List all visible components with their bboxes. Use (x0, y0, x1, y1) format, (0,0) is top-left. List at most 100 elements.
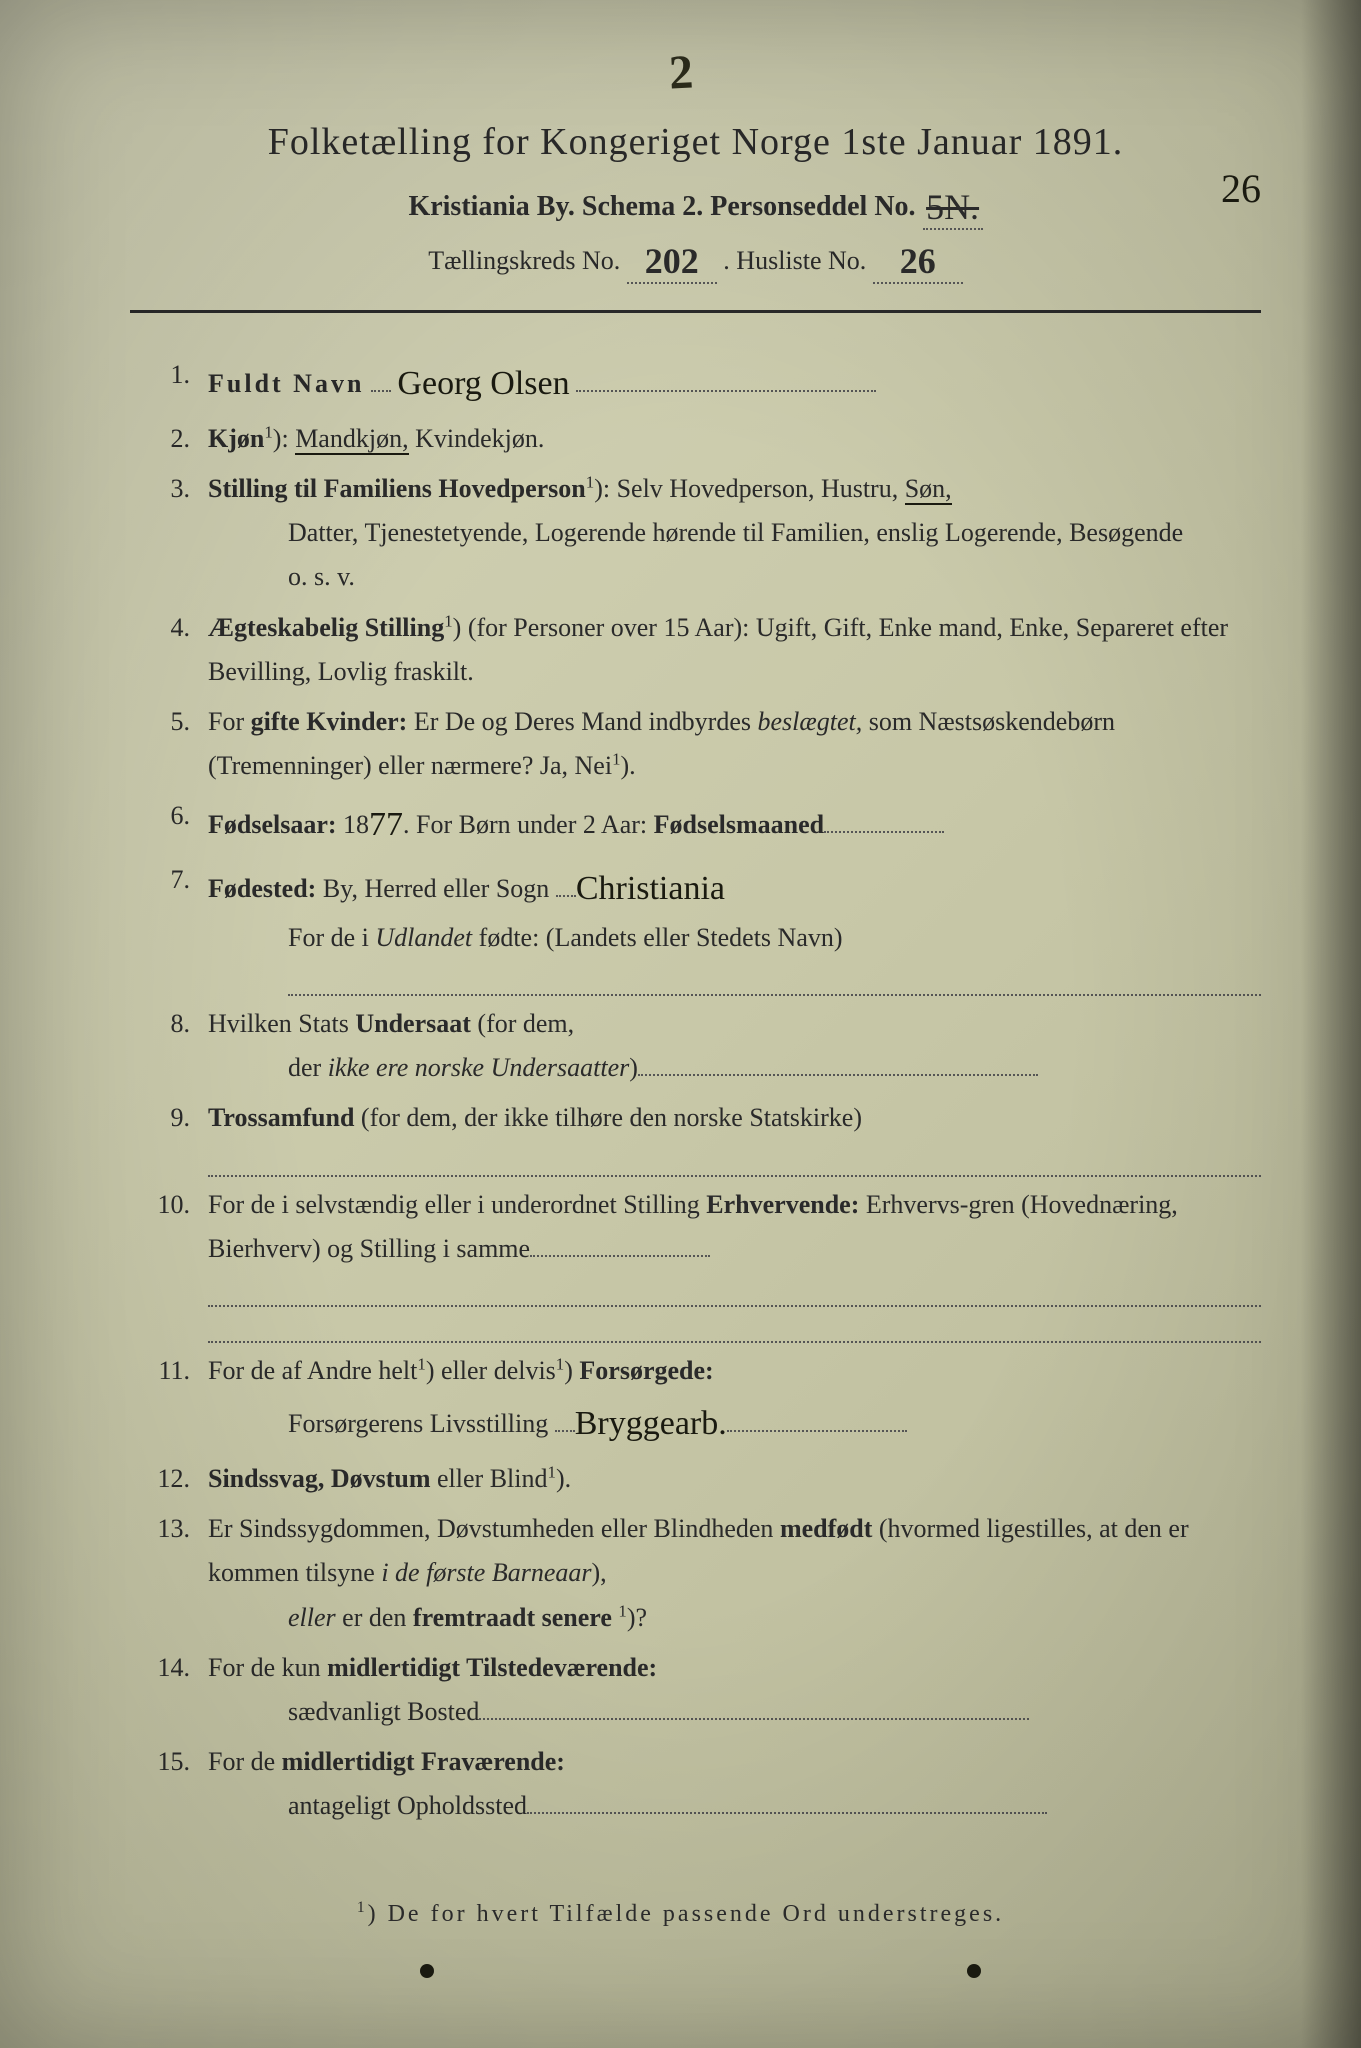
dotted-line (208, 1279, 1261, 1307)
line3b: . Husliste No. (723, 246, 866, 275)
text: For de kun (208, 1653, 327, 1682)
entry-10: 10. For de i selvstændig eller i underor… (130, 1183, 1261, 1343)
entry-num: 7. (130, 858, 208, 996)
text: Er De og Deres Mand indbyrdes (407, 707, 757, 736)
text: ). (556, 1464, 571, 1493)
text: der (288, 1053, 328, 1082)
line3a: Tællingskreds No. (428, 246, 620, 275)
top-handwritten-mark: 2 (667, 44, 694, 100)
text: ) eller delvis (426, 1356, 556, 1385)
text: er den (336, 1603, 413, 1632)
sup: 1 (586, 472, 594, 491)
opt-son: Søn, (905, 474, 952, 505)
birthplace: Christiania (576, 860, 725, 918)
bold: Undersaat (355, 1009, 471, 1038)
label: gifte Kvinder: (251, 707, 408, 736)
text: ) (629, 1053, 638, 1082)
label2: Fødselsmaaned (654, 810, 824, 839)
entry-3: 3. Stilling til Familiens Hovedperson1):… (130, 467, 1261, 600)
entry-num: 11. (130, 1349, 208, 1451)
entry-7: 7. Fødested: By, Herred eller Sogn Chris… (130, 858, 1261, 996)
entry-num: 9. (130, 1096, 208, 1176)
text: ) (564, 1356, 579, 1385)
text: . For Børn under 2 Aar: (403, 810, 654, 839)
sup: 1 (264, 422, 272, 441)
text: For de (208, 1747, 282, 1776)
bold: Forsørgede: (579, 1356, 713, 1385)
italic: beslægtet, (758, 707, 863, 736)
footnote-text: ) De for hvert Tilfælde passende Ord und… (368, 1901, 1005, 1927)
label: Kjøn (208, 424, 264, 453)
line2-prefix: Kristiania By. Schema 2. Personseddel No… (408, 191, 915, 222)
kreds-no: 202 (627, 240, 717, 284)
label: Fødselsaar: (208, 810, 337, 839)
ink-spot (967, 1964, 981, 1978)
label: Stilling til Familiens Hovedperson (208, 474, 586, 503)
sup: 1 (357, 1899, 368, 1916)
italic: eller (288, 1603, 336, 1632)
divider-rule (130, 310, 1261, 313)
entry-1: 1. Fuldt Navn Georg Olsen (130, 353, 1261, 411)
form-subtitle-line2: Kristiania By. Schema 2. Personseddel No… (130, 182, 1261, 226)
entry-num: 15. (130, 1740, 208, 1828)
cont: Datter, Tjenestetyende, Logerende hørend… (288, 511, 1261, 555)
bold: Erhvervende: (706, 1190, 859, 1219)
label: Fuldt Navn (208, 369, 364, 398)
text: sædvanligt Bosted (288, 1697, 479, 1726)
dotted-line (288, 968, 1261, 996)
text: For de af Andre helt (208, 1356, 417, 1385)
entry-num: 13. (130, 1507, 208, 1640)
text: (for dem, (471, 1009, 574, 1038)
form-title: Folketælling for Kongeriget Norge 1ste J… (130, 120, 1261, 164)
entry-12: 12. Sindssvag, Døvstum eller Blind1). (130, 1457, 1261, 1501)
text: fødte: (Landets eller Stedets Navn) (472, 923, 842, 952)
text: For de i selvstændig eller i underordnet… (208, 1190, 706, 1219)
entry-4: 4. Ægteskabelig Stilling1) (for Personer… (130, 606, 1261, 694)
text: Hvilken Stats (208, 1009, 355, 1038)
shadow-edge (1301, 0, 1361, 2048)
italic: Udlandet (375, 923, 472, 952)
entry-num: 10. (130, 1183, 208, 1343)
text: eller Blind (431, 1464, 548, 1493)
census-form-page: 2 Folketælling for Kongeriget Norge 1ste… (0, 0, 1361, 2048)
text: ), (591, 1558, 606, 1587)
entry-13: 13. Er Sindssygdommen, Døvstumheden elle… (130, 1507, 1261, 1640)
text: By, Herred eller Sogn (316, 874, 549, 903)
provider-occupation: Bryggearb. (575, 1395, 727, 1453)
birth-year: 77 (369, 796, 403, 854)
entry-num: 1. (130, 353, 208, 411)
text: Er Sindssygdommen, Døvstumheden eller Bl… (208, 1514, 780, 1543)
bold: midlertidigt Tilstedeværende: (327, 1653, 657, 1682)
text: ): Selv Hovedperson, Hustru, (594, 474, 905, 503)
label: Ægteskabelig Stilling (208, 613, 444, 642)
sup: 1 (417, 1354, 425, 1373)
entry-num: 5. (130, 700, 208, 788)
italic: ikke ere norske Undersaatter (328, 1053, 630, 1082)
label: Fødested: (208, 874, 316, 903)
bold: Trossamfund (208, 1103, 354, 1132)
margin-number: 26 (1221, 165, 1261, 212)
sup: 1 (548, 1462, 556, 1481)
bold: midlertidigt Fraværende: (282, 1747, 565, 1776)
husliste-no: 26 (873, 240, 963, 284)
opt-mandkjon: Mandkjøn, (295, 424, 408, 455)
entry-8: 8. Hvilken Stats Undersaat (for dem, der… (130, 1002, 1261, 1090)
entry-14: 14. For de kun midlertidigt Tilstedevære… (130, 1646, 1261, 1734)
entry-num: 4. (130, 606, 208, 694)
entry-15: 15. For de midlertidigt Fraværende: anta… (130, 1740, 1261, 1828)
italic: i de første Barneaar (381, 1558, 591, 1587)
dotted-line (208, 1315, 1261, 1343)
text: For de i (288, 923, 375, 952)
text: antageligt Opholdssted (288, 1791, 527, 1820)
opt-kvindekjon: Kvindekjøn. (409, 424, 545, 453)
entry-num: 8. (130, 1002, 208, 1090)
sup: 1 (556, 1354, 564, 1373)
bold: Sindssvag, Døvstum (208, 1464, 431, 1493)
cont: o. s. v. (288, 555, 1261, 599)
name-value: Georg Olsen (397, 355, 569, 413)
entry-num: 14. (130, 1646, 208, 1734)
dotted-line (208, 1149, 1261, 1177)
ink-spot (420, 1964, 434, 1978)
bold: medfødt (780, 1514, 872, 1543)
form-subtitle-line3: Tællingskreds No. 202 . Husliste No. 26 (130, 236, 1261, 280)
